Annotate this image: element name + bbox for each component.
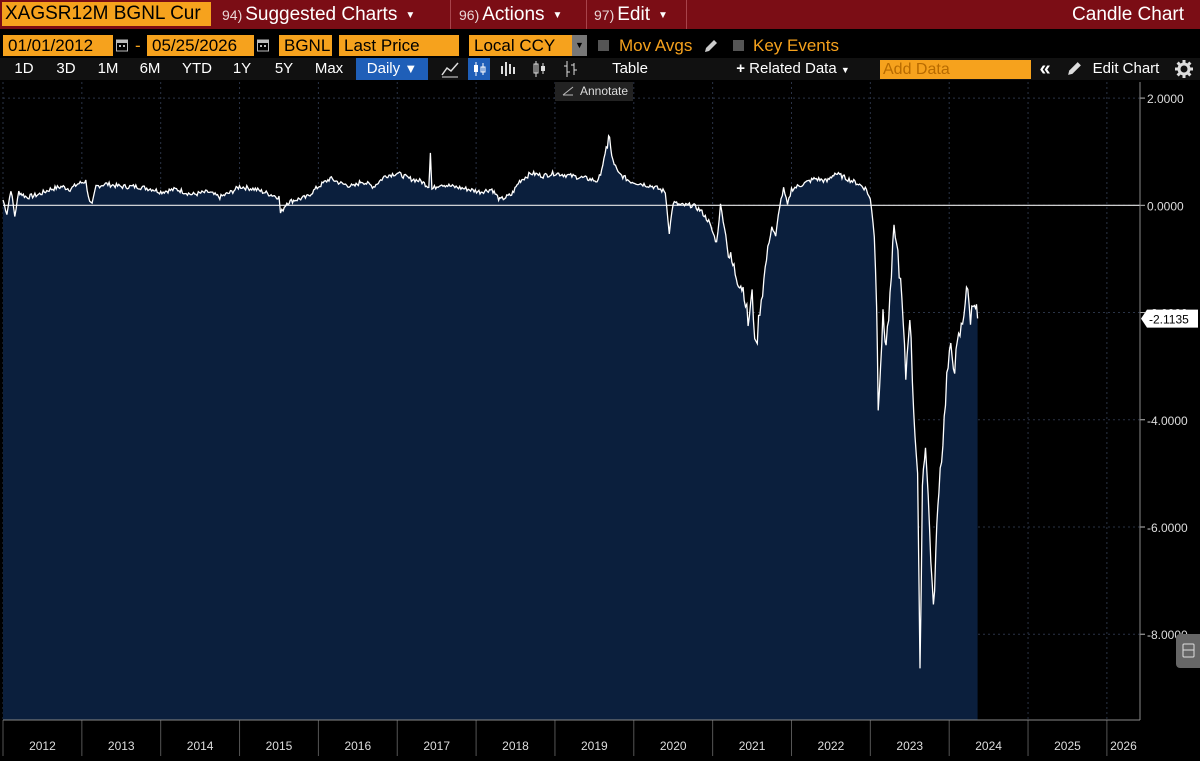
range-button-1y[interactable]: 1Y: [232, 60, 252, 77]
last-value-label: -2.1135: [1141, 309, 1198, 328]
menu-label: Actions: [482, 4, 545, 25]
x-tick-label: 2012: [29, 739, 56, 753]
x-tick-label: 2024: [975, 739, 1002, 753]
key-events-label: Key Events: [753, 36, 839, 55]
x-tick-label: 2014: [187, 739, 214, 753]
price-chart[interactable]: 2.00000.0000-2.0000-4.0000-6.0000-8.0000…: [0, 80, 1200, 756]
chart-area[interactable]: 2.00000.0000-2.0000-4.0000-6.0000-8.0000…: [0, 80, 1200, 756]
mov-avgs-label: Mov Avgs: [619, 36, 693, 55]
pencil-icon[interactable]: [1066, 60, 1083, 77]
candle-chart-icon[interactable]: [468, 58, 490, 80]
range-button-ytd[interactable]: YTD: [182, 60, 212, 77]
x-tick-label: 2019: [581, 739, 608, 753]
pencil-icon[interactable]: [703, 38, 719, 54]
x-tick-label: 2022: [818, 739, 845, 753]
series-area: [3, 135, 978, 721]
suggested-charts-menu[interactable]: 94) Suggested Charts ▼: [222, 0, 415, 29]
chevron-down-icon: ▼: [657, 10, 668, 21]
date-range-dash: -: [135, 36, 141, 55]
frequency-label: Daily: [366, 60, 401, 77]
menu-divider: [586, 0, 587, 29]
mov-avgs-checkbox[interactable]: [598, 40, 609, 51]
y-tick-label: -4.0000: [1147, 414, 1188, 428]
series-line: [2, 134, 979, 669]
range-button-1d[interactable]: 1D: [14, 60, 34, 77]
chevron-down-icon: ▼: [405, 10, 416, 21]
related-data-label: Related Data: [749, 60, 837, 77]
add-data-input[interactable]: Add Data: [880, 60, 1031, 79]
actions-menu[interactable]: 96) Actions ▼: [459, 0, 562, 29]
gear-icon[interactable]: [1174, 59, 1194, 79]
plus-icon: +: [736, 60, 745, 77]
start-date-field[interactable]: 01/01/2012: [3, 35, 113, 56]
x-tick-label: 2016: [344, 739, 371, 753]
chevron-down-icon: ▼: [404, 61, 418, 76]
x-tick-label: 2023: [896, 739, 923, 753]
chevron-down-icon: ▼: [552, 10, 563, 21]
x-tick-label: 2013: [108, 739, 135, 753]
currency-select[interactable]: Local CCY: [469, 35, 572, 56]
hollow-candle-icon[interactable]: [528, 58, 550, 80]
panel-icon: [1182, 643, 1195, 658]
y-tick-label: -6.0000: [1147, 521, 1188, 535]
menu-number: 96): [459, 7, 480, 23]
ohlc-bar-icon[interactable]: [559, 58, 581, 80]
menu-number: 94): [222, 7, 243, 23]
y-tick-label: 2.0000: [1147, 92, 1184, 106]
ticker-field[interactable]: XAGSR12M BGNL Cur: [2, 2, 211, 26]
range-button-max[interactable]: Max: [314, 60, 344, 77]
x-tick-label: 2025: [1054, 739, 1081, 753]
line-chart-icon[interactable]: [439, 58, 461, 80]
menu-label: Edit: [617, 4, 650, 25]
edit-chart-button[interactable]: Edit Chart: [1092, 60, 1160, 77]
x-tick-label: 2017: [423, 739, 450, 753]
related-data-menu[interactable]: + Related Data ▼: [722, 58, 864, 80]
y-tick-label: 0.0000: [1147, 199, 1184, 213]
x-tick-label: 2026: [1110, 739, 1137, 753]
frequency-select[interactable]: Daily ▼: [356, 58, 428, 80]
price-field-select[interactable]: Last Price: [339, 35, 459, 56]
chevron-down-icon[interactable]: ▼: [572, 35, 587, 56]
menu-label: Suggested Charts: [245, 4, 398, 25]
x-tick-label: 2021: [739, 739, 766, 753]
range-button-5y[interactable]: 5Y: [274, 60, 294, 77]
collapse-icon[interactable]: «: [1039, 58, 1051, 80]
x-tick-label: 2015: [266, 739, 293, 753]
last-value-text: -2.1135: [1149, 313, 1189, 327]
x-tick-label: 2020: [660, 739, 687, 753]
chevron-down-icon: ▼: [840, 65, 850, 75]
menu-divider: [450, 0, 451, 29]
menu-number: 97): [594, 7, 615, 23]
bar-chart-icon[interactable]: [497, 58, 519, 80]
last-value-marker: [1141, 309, 1198, 328]
edit-menu[interactable]: 97) Edit ▼: [594, 0, 668, 29]
menu-divider: [686, 0, 687, 29]
x-tick-label: 2018: [502, 739, 529, 753]
range-button-1m[interactable]: 1M: [97, 60, 119, 77]
x-axis: 2012 2013 2014 2015 2016 2017 2018 2019 2020 2021…: [2, 719, 1140, 756]
source-field[interactable]: BGNL: [279, 35, 332, 56]
annotate-label: Annotate: [580, 84, 629, 98]
table-button[interactable]: Table: [612, 60, 648, 77]
calendar-icon[interactable]: [116, 38, 128, 52]
chart-type-title: Candle Chart: [1072, 4, 1184, 25]
annotate-button[interactable]: Annotate: [555, 82, 633, 101]
end-date-field[interactable]: 05/25/2026: [147, 35, 254, 56]
side-panel-tab[interactable]: [1176, 634, 1200, 668]
annotate-icon: [562, 86, 574, 96]
range-button-6m[interactable]: 6M: [139, 60, 161, 77]
key-events-checkbox[interactable]: [733, 40, 744, 51]
calendar-icon[interactable]: [257, 38, 269, 52]
range-button-3d[interactable]: 3D: [56, 60, 76, 77]
